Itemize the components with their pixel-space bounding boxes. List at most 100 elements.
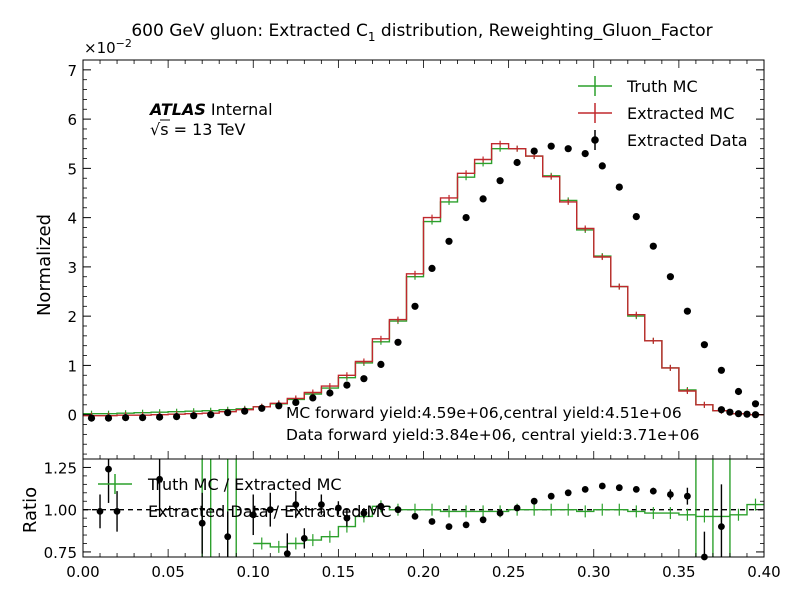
ratio-y-tick-label: 0.75	[44, 544, 77, 562]
data-point	[173, 413, 181, 421]
data-ratio-point	[113, 508, 121, 515]
data-point	[726, 408, 734, 416]
data-point	[411, 302, 419, 310]
y-axis-label: Normalized	[34, 214, 55, 316]
data-ratio-point	[411, 513, 419, 520]
data-point	[496, 177, 504, 185]
data-ratio-point	[300, 535, 308, 542]
data-point	[717, 406, 726, 414]
data-ratio-point	[335, 504, 342, 512]
data-point	[683, 307, 692, 315]
data-point	[530, 147, 538, 155]
data-point	[207, 411, 215, 419]
data-ratio-point	[615, 484, 623, 492]
data-ratio-point	[394, 506, 402, 514]
data-ratio-point	[96, 508, 104, 515]
data-ratio-point	[530, 497, 538, 505]
legend-label-extracted-data: Extracted Data	[627, 131, 748, 150]
data-point	[632, 213, 640, 221]
data-point	[445, 237, 453, 245]
data-point	[394, 338, 402, 346]
atlas-status: Internal	[211, 100, 273, 119]
data-ratio-point	[513, 504, 521, 512]
data-ratio-point	[266, 506, 274, 514]
data-point	[547, 142, 555, 150]
y-axis-multiplier: ×10−2	[84, 37, 132, 57]
ratio-legend: Truth MC / Extracted MC Extracted Data /…	[98, 474, 392, 521]
data-point	[734, 410, 743, 418]
mc-yield-annotation: MC forward yield:4.59e+06,central yield:…	[286, 404, 682, 422]
data-ratio-point	[598, 482, 606, 490]
data-ratio-point	[445, 523, 453, 530]
energy-label: √s = 13 TeV	[150, 120, 245, 139]
atlas-label: ATLAS Internal	[148, 100, 273, 119]
x-tick-label: 0.20	[407, 563, 440, 581]
main-legend: Truth MC Extracted MC Extracted Data	[578, 76, 748, 150]
data-point	[343, 381, 351, 389]
data-ratio-point	[462, 521, 470, 529]
x-tick-label: 0.35	[662, 563, 695, 581]
legend-label-extracted-mc: Extracted MC	[627, 104, 734, 123]
ratio-y-tick-label: 1.25	[44, 459, 77, 477]
data-ratio-point	[156, 475, 164, 483]
data-ratio-point	[292, 501, 300, 508]
y-tick-label: 6	[67, 111, 77, 129]
y-tick-label: 0	[67, 407, 77, 425]
data-point	[326, 389, 334, 397]
ratio-panel: 0.75 1.00 1.25 0.00 0.05 0.10 0.15 0.20 0.25 0.30…	[44, 458, 781, 581]
truth-ratio-line	[253, 503, 764, 548]
y-tick-label: 7	[67, 62, 77, 80]
ratio-y-tick-label: 1.00	[44, 502, 77, 520]
data-point	[751, 400, 760, 408]
data-point	[104, 414, 113, 422]
data-point	[615, 183, 623, 191]
data-ratio-point	[564, 489, 572, 497]
data-ratio-point	[318, 501, 325, 508]
x-tick-label: 0.25	[492, 563, 525, 581]
x-tick-label: 0.05	[151, 563, 184, 581]
data-ratio-point	[377, 502, 385, 510]
data-ratio-point	[198, 519, 206, 527]
legend-label-data-ratio: Extracted Data / Extracted MC	[148, 502, 392, 521]
data-point	[700, 341, 709, 349]
data-point	[751, 411, 760, 419]
data-ratio-point	[684, 492, 691, 500]
data-point	[292, 398, 300, 406]
data-point	[564, 145, 572, 153]
x-tick-label: 0.40	[747, 563, 780, 581]
legend-label-truth-mc: Truth MC	[626, 77, 698, 96]
y-tick-label: 1	[67, 357, 77, 375]
data-point	[513, 158, 521, 167]
data-point	[87, 414, 96, 422]
data-point	[190, 412, 198, 420]
data-point	[743, 410, 751, 418]
main-panel: 0 1 2 3 4 5 6 7	[67, 59, 765, 460]
data-point	[717, 366, 726, 374]
x-tick-label: 0.00	[66, 563, 99, 581]
legend-label-truth-ratio: Truth MC / Extracted MC	[147, 475, 342, 494]
data-point	[156, 413, 164, 421]
data-point	[241, 407, 249, 415]
chart-title-subscript: 1	[368, 30, 376, 44]
ratio-y-axis-label: Ratio	[20, 487, 41, 533]
data-ratio-point	[581, 486, 589, 493]
data-ratio-point	[667, 491, 674, 498]
data-point	[479, 195, 487, 203]
y-tick-label: 3	[67, 259, 77, 277]
data-ratio-point	[105, 465, 112, 473]
data-point	[258, 404, 266, 412]
legend-entry-extracted-data: Extracted Data	[591, 130, 748, 150]
data-point	[734, 387, 743, 396]
series-truth-mc-line	[83, 148, 764, 416]
legend-entry-data-ratio: Extracted Data / Extracted MC	[148, 502, 392, 521]
x-tick-label: 0.10	[237, 563, 270, 581]
data-point	[309, 394, 317, 402]
data-ratio-point	[547, 492, 555, 500]
data-point	[139, 414, 147, 422]
y-tick-label: 5	[67, 160, 77, 178]
chart-title-suffix: distribution, Reweighting_Gluon_Factor	[376, 21, 713, 41]
y-tick-label: 4	[67, 210, 77, 228]
data-point	[666, 273, 675, 281]
series-extracted-mc-line	[83, 143, 764, 417]
x-tick-label: 0.30	[577, 563, 610, 581]
